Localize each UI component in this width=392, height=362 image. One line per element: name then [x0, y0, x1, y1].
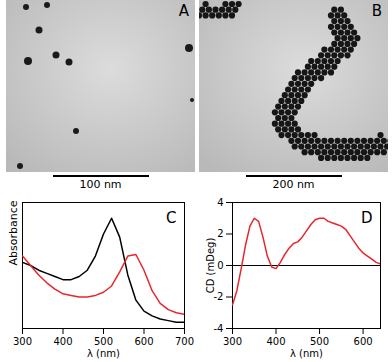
svg-text:600: 600 [354, 336, 373, 347]
svg-text:Absorbance: Absorbance [7, 200, 20, 265]
svg-text:300: 300 [223, 336, 242, 347]
svg-text:4: 4 [217, 197, 223, 208]
html-text:100 nm: 100 nm [79, 178, 122, 191]
svg-text:D: D [361, 209, 373, 227]
svg-text:400: 400 [53, 336, 72, 347]
svg-text:-4: -4 [214, 323, 224, 334]
svg-text:CD (mDeg): CD (mDeg) [205, 238, 216, 294]
svg-text:λ (nm): λ (nm) [87, 348, 120, 359]
svg-text:λ (nm): λ (nm) [290, 348, 323, 359]
svg-text:B: B [372, 2, 382, 20]
svg-text:-2: -2 [213, 291, 224, 303]
svg-text:C: C [166, 209, 176, 227]
svg-text:600: 600 [134, 336, 153, 347]
svg-text:2: 2 [217, 228, 223, 239]
svg-text:700: 700 [175, 336, 194, 347]
svg-text:500: 500 [310, 336, 329, 347]
svg-text:300: 300 [13, 336, 32, 347]
svg-text:A: A [179, 2, 190, 20]
svg-text:500: 500 [94, 336, 113, 347]
svg-text:400: 400 [266, 336, 285, 347]
html-text:200 nm: 200 nm [272, 178, 315, 191]
svg-text:0: 0 [217, 260, 223, 271]
